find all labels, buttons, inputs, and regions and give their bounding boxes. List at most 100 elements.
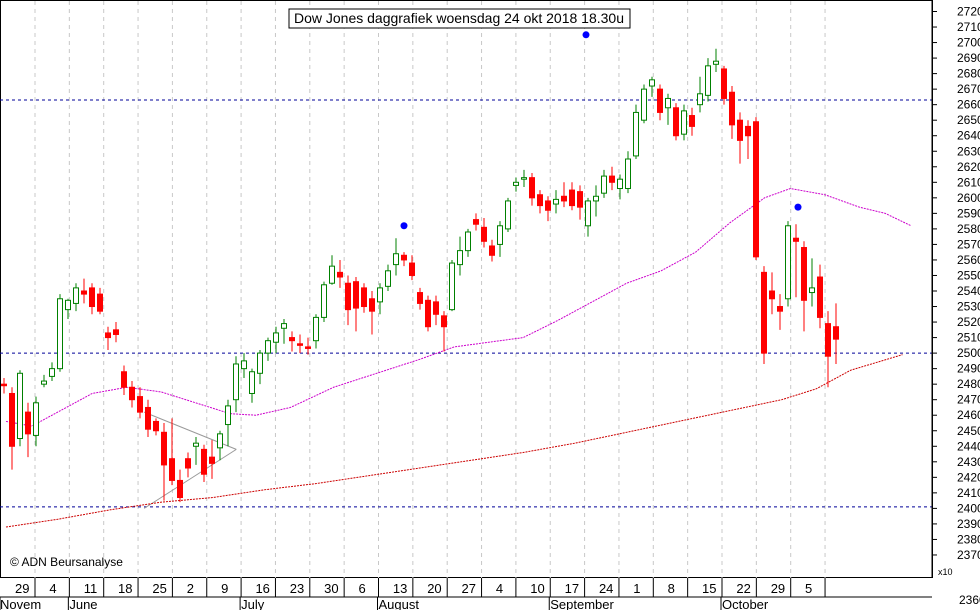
candle-body-75 (601, 175, 607, 194)
candle-57 (457, 236, 463, 276)
candle-body-23 (185, 458, 191, 469)
x-tick-label-5: 2 (187, 581, 194, 596)
candle-body-8 (65, 299, 71, 311)
candle-33 (265, 337, 271, 361)
candle-35 (281, 318, 287, 344)
candle-body-31 (249, 371, 255, 394)
candle-body-46 (369, 298, 375, 312)
candle-104 (833, 303, 839, 364)
candle-body-83 (665, 97, 671, 109)
candle-body-11 (89, 287, 95, 308)
candle-91 (729, 86, 735, 139)
candle-93 (745, 120, 751, 160)
candle-48 (385, 264, 391, 291)
y-tick-label-2360: 2360 (959, 593, 980, 607)
candle-90 (721, 65, 727, 105)
candle-body-72 (577, 191, 583, 208)
candle-body-39 (313, 316, 319, 342)
x-tick-label-19: 8 (668, 581, 675, 596)
candle-82 (657, 84, 663, 121)
candle-60 (481, 218, 487, 248)
candle-body-45 (361, 287, 367, 308)
candle-body-57 (457, 250, 463, 266)
candle-32 (257, 350, 263, 385)
candle-79 (633, 104, 639, 160)
candle-body-37 (297, 343, 303, 346)
candle-11 (89, 283, 95, 315)
y-tick-label-2430: 2430 (957, 455, 980, 469)
candle-12 (97, 287, 103, 315)
candle-88 (705, 58, 711, 102)
title-box (288, 8, 631, 29)
candle-body-70 (561, 195, 567, 202)
candle-78 (625, 151, 631, 194)
candle-body-74 (593, 195, 599, 202)
candle-body-102 (817, 276, 823, 318)
candle-body-48 (385, 270, 391, 287)
candle-74 (593, 185, 599, 217)
candle-body-7 (57, 298, 63, 370)
candle-100 (801, 241, 807, 332)
candle-body-94 (753, 121, 759, 258)
candle-9 (73, 283, 79, 312)
candle-83 (665, 93, 671, 125)
candle-body-16 (129, 386, 135, 401)
candle-30 (241, 353, 247, 378)
candle-body-15 (121, 371, 127, 388)
x-tick-label-17: 24 (599, 581, 613, 596)
candle-body-42 (337, 271, 343, 278)
candle-body-92 (737, 119, 743, 141)
candle-50 (401, 252, 407, 267)
ma-long-line (5, 354, 903, 528)
candle-body-58 (465, 231, 471, 252)
x-tick-label-11: 13 (393, 581, 407, 596)
candle-body-63 (505, 200, 511, 230)
candle-67 (537, 190, 543, 214)
candle-body-89 (713, 60, 719, 65)
candle-52 (417, 287, 423, 310)
candle-3 (25, 402, 31, 458)
candle-body-40 (321, 284, 327, 318)
candle-4 (33, 396, 39, 447)
candle-28 (225, 399, 231, 447)
candle-body-5 (41, 380, 47, 385)
y-tick-label-2460: 2460 (957, 408, 980, 422)
x-tick-label-0: 29 (15, 581, 29, 596)
y-tick-label-2580: 2580 (957, 222, 980, 236)
y-tick-label-2590: 2590 (957, 206, 980, 220)
candle-26 (209, 440, 215, 479)
x-tick-label-13: 27 (462, 581, 476, 596)
candle-body-54 (433, 301, 439, 315)
y-tick-label-2520: 2520 (957, 315, 980, 329)
y-tick-label-2570: 2570 (957, 237, 980, 251)
candle-51 (409, 255, 415, 281)
candle-77 (617, 174, 623, 200)
y-tick-label-2440: 2440 (957, 439, 980, 453)
y-tick-label-2620: 2620 (957, 160, 980, 174)
candle-71 (569, 182, 575, 211)
candle-86 (689, 107, 695, 136)
y-tick-label-2490: 2490 (957, 362, 980, 376)
candle-34 (273, 326, 279, 354)
candle-body-21 (169, 458, 175, 481)
candle-24 (193, 436, 199, 465)
candle-45 (361, 283, 367, 313)
y-tick-label-2640: 2640 (957, 129, 980, 143)
y-tick-label-2720: 2720 (957, 5, 980, 19)
candle-body-36 (289, 337, 295, 342)
candle-body-71 (569, 189, 575, 207)
candle-46 (369, 291, 375, 335)
y-tick-label-2400: 2400 (957, 501, 980, 515)
candle-19 (153, 418, 159, 436)
candle-body-80 (641, 88, 647, 121)
candle-102 (817, 264, 823, 329)
candle-body-4 (33, 402, 39, 436)
candle-body-28 (225, 405, 231, 426)
candle-96 (769, 272, 775, 315)
candle-body-69 (553, 198, 559, 205)
candle-body-62 (497, 225, 503, 245)
x-tick-label-15: 10 (530, 581, 544, 596)
candle-body-84 (673, 107, 679, 137)
candle-15 (121, 365, 127, 396)
copyright-label: © ADN Beursanalyse (10, 555, 123, 569)
